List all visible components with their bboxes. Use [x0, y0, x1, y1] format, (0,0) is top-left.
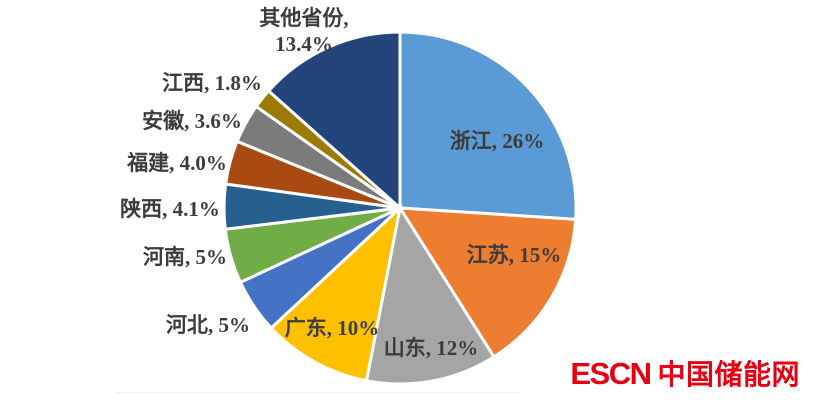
- escn-logo-chinese-text: 中国储能网: [657, 359, 800, 390]
- divider-line: [115, 392, 520, 393]
- escn-logo-latin-text: ESCN: [570, 356, 652, 391]
- pie-slice-3: [269, 203, 403, 383]
- pie-slice-0: [398, 30, 578, 221]
- pie-slice-1: [397, 206, 578, 359]
- pie-slice-10: [266, 30, 402, 212]
- pie-slice-2: [364, 203, 496, 386]
- escn-logo: ESCN 中国储能网: [570, 353, 800, 393]
